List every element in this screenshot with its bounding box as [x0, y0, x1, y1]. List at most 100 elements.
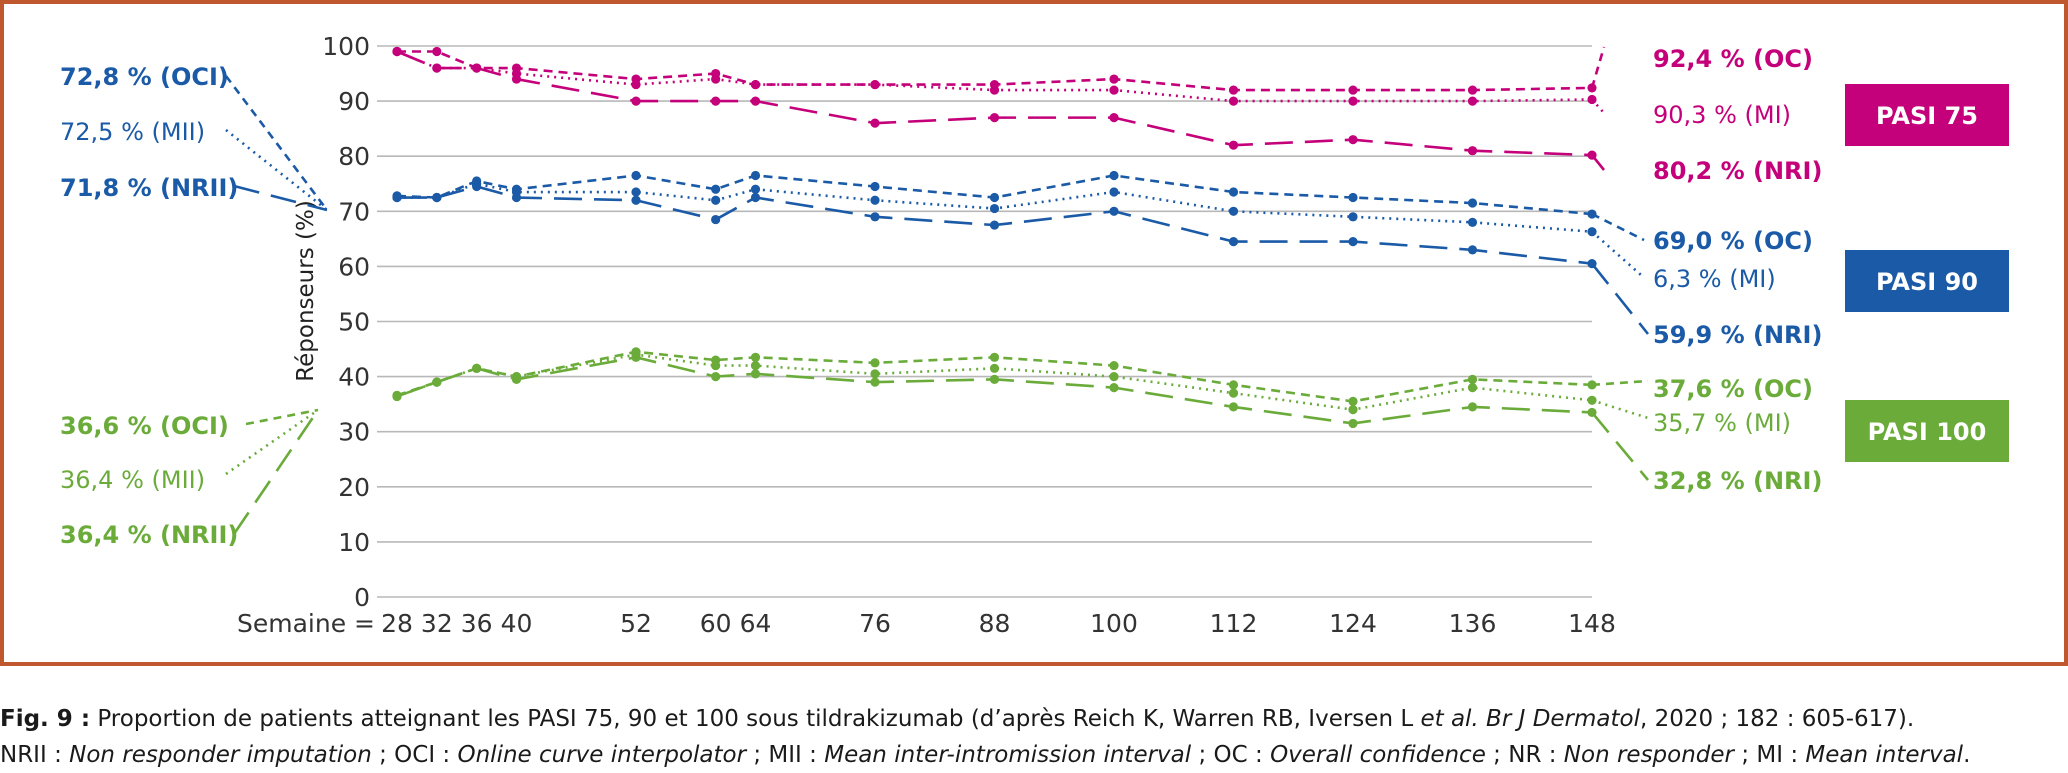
pasi90-left-label: 71,8 % (NRII): [60, 174, 238, 202]
gridlines: [377, 45, 1592, 598]
pasi90-nri-point: [432, 192, 442, 203]
pasi75-badge-label: PASI 75: [1876, 102, 1978, 130]
pasi90-nri-point: [511, 192, 522, 203]
pasi75-nri-point: [989, 113, 1000, 123]
pasi90-oc-point: [631, 170, 641, 181]
pasi90-mi-point: [1587, 227, 1597, 237]
pasi100-oc-point: [989, 352, 1000, 362]
x-tick-label: 124: [1329, 609, 1377, 638]
pasi75-oc-point: [1348, 85, 1358, 95]
y-axis-ticks: 0 10 20 30 40 50 60 70 80 90 100: [322, 32, 370, 612]
pasi75-right-leader: [1590, 154, 1606, 171]
pasi100-oc-point: [1109, 360, 1119, 371]
pasi90-oc-point: [870, 181, 880, 192]
x-tick-label: 60: [700, 609, 732, 638]
pasi90-mi-point: [1467, 217, 1478, 227]
caption-end: , 2020 ; 182 : 605-617).: [1640, 706, 1915, 732]
pasi75-oc-point: [1109, 74, 1119, 84]
y-tick-label: 100: [322, 32, 370, 61]
pasi90-mi-point: [989, 203, 1000, 214]
pasi75-nri-point: [1348, 135, 1358, 145]
y-tick-label: 0: [354, 583, 370, 612]
pasi90-right-label: 59,9 % (NRI): [1653, 321, 1822, 349]
pasi100-mi-point: [1348, 405, 1358, 415]
pasi100-left-label: 36,6 % (OCI): [60, 412, 229, 440]
pasi100-right-leader: [1591, 399, 1649, 420]
pasi90-mi-point: [631, 187, 641, 197]
figure-caption-line2: NRII : Non responder imputation ; OCI : …: [0, 742, 2068, 768]
pasi100-nri-point: [750, 369, 761, 379]
pasi100-nri-point: [511, 374, 522, 384]
pasi100-nri-point: [711, 372, 721, 382]
y-tick-label: 60: [338, 252, 370, 281]
chart-frame: [0, 0, 2068, 666]
pasi90-left-leader: [224, 75, 329, 211]
pasi100-right-label: 32,8 % (NRI): [1653, 467, 1822, 495]
pasi100-mi-point: [750, 360, 761, 371]
pasi100-left-label: 36,4 % (NRII): [60, 521, 238, 549]
pasi100-nri-point: [1109, 383, 1119, 393]
pasi90-nri-point: [1228, 237, 1239, 247]
pasi100-mi-point: [1109, 372, 1119, 382]
pasi100-left-label: 36,4 % (MII): [60, 466, 205, 494]
pasi75-oc-point: [432, 46, 442, 57]
y-tick-label: 30: [338, 418, 370, 447]
pasi100-badge-label: PASI 100: [1868, 418, 1987, 446]
y-tick-label: 80: [338, 142, 370, 171]
pasi100-mi-point: [870, 369, 880, 379]
pasi75-nri-line: [396, 50, 1593, 157]
pasi100-nri-point: [432, 377, 442, 387]
abbr-mii: MII :: [768, 742, 825, 768]
abbr-oc: OC :: [1213, 742, 1271, 768]
pasi75-mi-point: [1228, 96, 1239, 106]
pasi100-nri-line: [396, 355, 1593, 425]
def-mi: Mean interval: [1805, 742, 1964, 768]
pasi100-nri-point: [631, 352, 641, 362]
pasi75-mi-point: [631, 79, 641, 90]
x-tick-label: 76: [859, 609, 891, 638]
pasi90-right-leader: [1591, 212, 1645, 242]
pasi90-oc-point: [1467, 198, 1478, 208]
pasi75-nri-point: [432, 63, 442, 73]
x-tick-label: 32: [421, 609, 453, 638]
pasi90-nri-point: [472, 181, 482, 192]
x-tick-label: 100: [1090, 609, 1138, 638]
y-axis-title: Réponseurs (%): [293, 200, 319, 382]
pasi100-nri-point: [989, 374, 1000, 384]
pasi100-mi-point: [711, 360, 721, 371]
pasi90-right-leader: [1590, 262, 1650, 335]
abbr-mi: MI :: [1756, 742, 1806, 768]
pasi100-nri-point: [1348, 418, 1358, 429]
figure-label: Fig. 9 :: [0, 706, 91, 732]
pasi100-nri-point: [472, 363, 482, 373]
pasi90-mi-point: [870, 195, 880, 205]
pasi90-left-label: 72,5 % (MII): [60, 118, 205, 146]
pasi90-badge: [1845, 250, 2009, 312]
pasi100-nri-point: [870, 377, 880, 387]
pasi100-right-leader: [1591, 379, 1649, 387]
pasi90-badge-label: PASI 90: [1876, 268, 1978, 296]
def-oc: Overall confidence: [1270, 742, 1486, 768]
y-tick-label: 50: [338, 308, 370, 337]
pasi90-mi-point: [1109, 187, 1119, 197]
pasi75-mi-point: [989, 85, 1000, 95]
x-tick-label: 136: [1449, 609, 1497, 638]
pasi75-right-leader: [1591, 98, 1605, 114]
sep: .: [1963, 742, 1971, 768]
pasi90-nri-point: [750, 192, 761, 203]
pasi75-nri-point: [392, 46, 402, 57]
y-tick-label: 90: [338, 87, 370, 116]
y-tick-label: 40: [338, 363, 370, 392]
pasi90-right-label: 69,0 % (OC): [1653, 227, 1813, 255]
pasi90-mi-point: [1228, 206, 1239, 216]
pasi75-right-leader: [1590, 46, 1606, 89]
def-oci: Online curve interpolator: [457, 742, 747, 768]
sep: ;: [1734, 742, 1757, 768]
pasi75-nri-point: [750, 96, 761, 106]
pasi75-mi-point: [1109, 85, 1119, 95]
pasi90-oc-point: [1109, 170, 1119, 181]
pasi75-nri-point: [870, 118, 880, 128]
x-tick-label: 40: [501, 609, 533, 638]
pasi100-left-leader: [232, 409, 320, 535]
